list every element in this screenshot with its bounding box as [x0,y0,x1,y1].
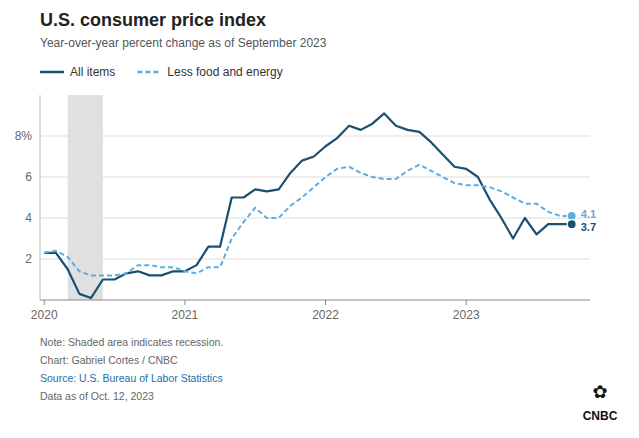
grid-line [40,177,590,178]
y-tick-label: 6 [25,170,32,184]
x-tick [44,300,45,305]
x-axis-line [40,300,590,301]
end-label: 4.1 [581,208,596,220]
plot-area [44,95,576,300]
x-tick [325,300,326,305]
logo-text: CNBC [583,409,618,423]
note: Source: U.S. Bureau of Labor Statistics [40,372,223,384]
x-tick [466,300,467,305]
y-axis-line [40,95,41,300]
x-tick-label: 2021 [172,308,199,322]
legend: All items Less food and energy [40,65,283,79]
end-label: 3.7 [581,221,596,233]
background [0,0,639,438]
x-tick-label: 2023 [453,308,480,322]
x-tick [184,300,185,305]
grid-line [40,218,590,219]
y-tick-label: 4 [25,211,32,225]
end-marker [567,220,576,229]
chart: U.S. consumer price index Year-over-year … [0,0,639,438]
logo-symbol: ✿ [592,382,607,402]
legend-swatch [137,71,161,74]
title: U.S. consumer price index [40,10,266,30]
legend-label: Less food and energy [167,65,282,79]
note: Chart: Gabriel Cortes / CNBC [40,354,178,366]
legend-label: All items [70,65,115,79]
grid-line [40,136,590,137]
legend-swatch [40,71,64,74]
y-tick-label: 8% [15,129,33,143]
grid-line [40,259,590,260]
recession-shade [68,95,103,300]
subtitle: Year-over-year percent change as of Sept… [40,36,327,50]
series-line [44,113,571,298]
y-tick-label: 2 [25,252,32,266]
note: Note: Shaded area indicates recession. [40,336,223,348]
x-tick-label: 2022 [312,308,339,322]
x-tick-label: 2020 [31,308,58,322]
series-line [44,165,571,276]
note: Data as of Oct. 12, 2023 [40,390,154,402]
